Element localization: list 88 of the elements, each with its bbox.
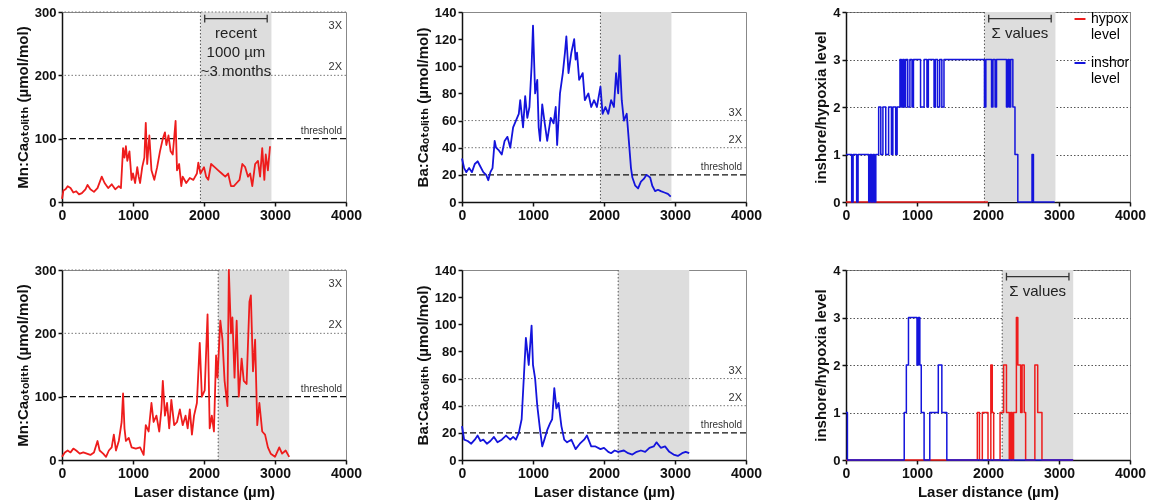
y-axis-title: inshore/hypoxia level [812, 31, 830, 184]
line-series [461, 324, 691, 457]
y-axis-title: Ba:Caₒₜₒₗᵢₜₕ (µmol/mol) [413, 27, 431, 188]
x-tick-label: 4000 [730, 464, 763, 481]
y-tick-label: 4 [833, 262, 842, 278]
line-series [461, 24, 672, 198]
y-tick-label: 300 [34, 262, 57, 278]
ref-line-label: 2X [728, 390, 743, 403]
x-tick-label: 2000 [188, 206, 221, 223]
y-tick-label: 0 [49, 194, 57, 210]
x-tick-label: 1000 [901, 464, 934, 481]
y-axis-title: Ba:Caₒₜₒₗᵢₜₕ (µmol/mol) [413, 285, 431, 446]
x-tick-label: 3000 [659, 464, 692, 481]
y-axis-title: Mn:Caₒₜₒₗᵢₜₕ (µmol/mol) [13, 284, 31, 447]
y-tick-label: 120 [434, 31, 457, 47]
x-tick-label: 2000 [588, 206, 621, 223]
x-tick-label: 1000 [117, 206, 150, 223]
annotation: Σ values [991, 24, 1049, 41]
ref-line-label: 3X [728, 363, 743, 376]
y-tick-label: 300 [34, 4, 57, 20]
legend-label: inshor level [1091, 54, 1130, 86]
x-tick-label: 4000 [1114, 206, 1147, 223]
y-tick-label: 60 [442, 371, 457, 387]
annotation: Σ values [1009, 282, 1067, 299]
y-tick-label: 3 [833, 310, 841, 325]
x-tick-label: 4000 [1114, 464, 1147, 481]
x-tick-label: 3000 [259, 206, 292, 223]
y-tick-label: 0 [833, 452, 841, 468]
y-tick-label: 20 [442, 167, 457, 183]
y-tick-label: 4 [833, 4, 842, 20]
x-tick-label: 4000 [330, 206, 363, 223]
x-tick-label: 1000 [117, 464, 150, 481]
x-tick-label: 2000 [972, 206, 1005, 223]
x-tick-label: 1000 [517, 206, 550, 223]
y-tick-label: 80 [442, 343, 457, 359]
x-tick-label: 4000 [730, 206, 763, 223]
y-tick-label: 100 [34, 389, 57, 405]
x-tick-label: 2000 [188, 464, 221, 481]
y-tick-label: 0 [833, 194, 841, 210]
annotation: recent 1000 µm ~3 months [200, 24, 272, 79]
ref-line-label: 2X [328, 60, 343, 73]
y-tick-label: 1 [833, 405, 841, 420]
ref-line-label: threshold [700, 160, 742, 172]
y-tick-label: 120 [434, 289, 457, 305]
x-axis-title: Laser distance (µm) [133, 482, 276, 500]
y-tick-label: 100 [434, 58, 457, 74]
x-tick-label: 2000 [588, 464, 621, 481]
x-tick-label: 3000 [1043, 206, 1076, 223]
legend-label: hypox level [1091, 10, 1129, 42]
y-tick-label: 200 [34, 67, 57, 83]
ref-line-label: 2X [328, 318, 343, 331]
ref-line-label: threshold [300, 382, 342, 394]
y-tick-label: 140 [434, 4, 457, 20]
y-tick-label: 2 [833, 357, 841, 373]
y-tick-label: 200 [34, 325, 57, 341]
x-tick-label: 1000 [517, 464, 550, 481]
line-series [61, 120, 271, 200]
x-axis-title: Laser distance (µm) [533, 482, 676, 500]
y-tick-label: 100 [34, 131, 57, 147]
y-tick-label: 3 [833, 52, 841, 67]
ref-line-label: 2X [728, 132, 743, 145]
y-tick-label: 0 [449, 194, 457, 210]
ref-line-label: 3X [328, 19, 343, 31]
line-series [61, 269, 291, 458]
x-tick-label: 1000 [901, 206, 934, 223]
x-tick-label: 4000 [330, 464, 363, 481]
y-tick-label: 80 [442, 85, 457, 101]
ref-line-label: 3X [328, 277, 343, 289]
x-tick-label: 2000 [972, 464, 1005, 481]
y-tick-label: 100 [434, 316, 457, 332]
y-tick-label: 60 [442, 113, 457, 129]
y-tick-label: 140 [434, 262, 457, 278]
y-tick-label: 1 [833, 147, 841, 162]
x-tick-label: 3000 [659, 206, 692, 223]
y-tick-label: 40 [442, 398, 457, 414]
ref-line-label: threshold [300, 124, 342, 136]
x-tick-label: 3000 [1043, 464, 1076, 481]
ref-line-label: threshold [700, 418, 742, 430]
y-tick-label: 0 [49, 452, 57, 468]
y-axis-title: inshore/hypoxia level [812, 289, 830, 442]
y-tick-label: 0 [449, 452, 457, 468]
y-axis-title: Mn:Caₒₜₒₗᵢₜₕ (µmol/mol) [13, 26, 31, 189]
y-tick-label: 40 [442, 140, 457, 156]
y-tick-label: 20 [442, 425, 457, 441]
y-tick-label: 2 [833, 99, 841, 115]
x-tick-label: 3000 [259, 464, 292, 481]
x-axis-title: Laser distance (µm) [917, 482, 1060, 500]
ref-line-label: 3X [728, 105, 743, 118]
